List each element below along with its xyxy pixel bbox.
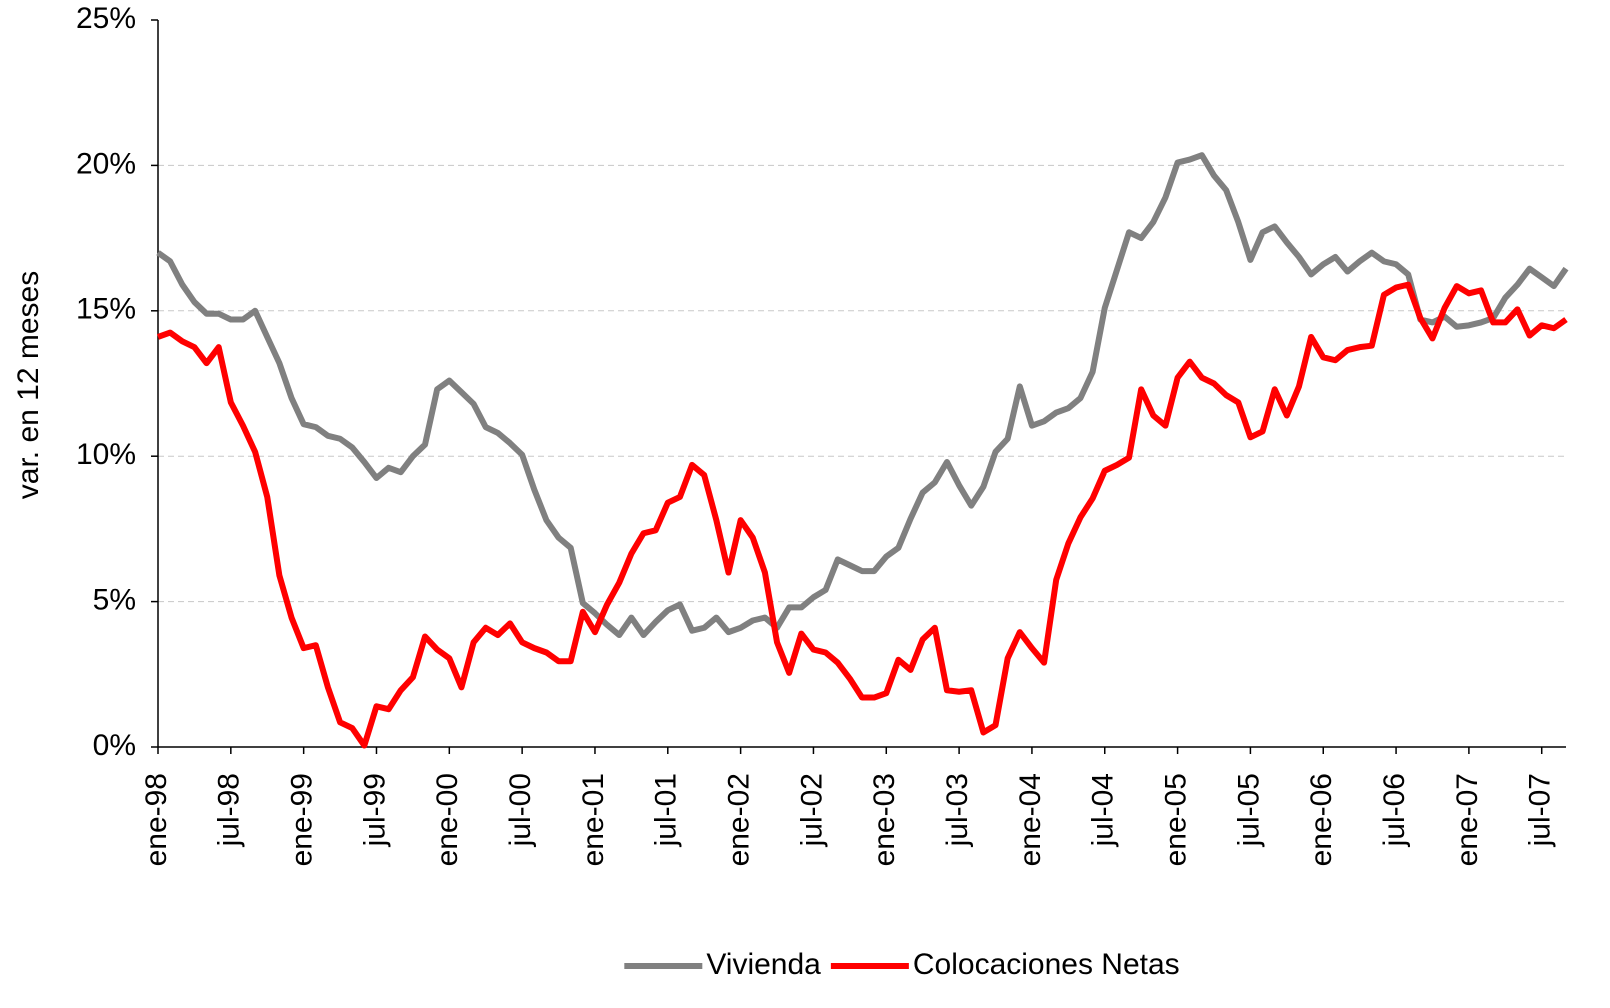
y-tick-label: 20% [76, 147, 136, 180]
x-tick-label: jul-07 [1524, 773, 1557, 847]
x-tick-label: jul-98 [213, 773, 246, 847]
series-line [156, 152, 1569, 639]
x-tick-label: jul-02 [795, 773, 828, 847]
y-tick-label: 25% [76, 2, 136, 35]
x-tick-label: ene-00 [431, 773, 464, 866]
x-tick-label: ene-07 [1451, 773, 1484, 866]
y-tick-label: 15% [76, 293, 136, 326]
x-tick-label: ene-03 [868, 773, 901, 866]
x-tick-label: ene-06 [1305, 773, 1338, 866]
x-tick-label: jul-06 [1378, 773, 1411, 847]
x-tick-label: ene-01 [577, 773, 610, 866]
x-tick-label: ene-98 [140, 773, 173, 866]
x-tick-label: ene-02 [723, 773, 756, 866]
x-tick-label: jul-03 [941, 773, 974, 847]
x-tick-label: ene-04 [1014, 773, 1047, 866]
y-tick-label: 10% [76, 438, 136, 471]
x-tick-label: ene-05 [1160, 773, 1193, 866]
legend-label: Colocaciones Netas [913, 948, 1180, 981]
x-tick-label: ene-99 [286, 773, 319, 866]
y-tick-label: 0% [93, 729, 136, 762]
y-axis-label: var. en 12 meses [12, 271, 45, 499]
legend: Vivienda Colocaciones Netas [624, 948, 1180, 981]
x-tick-label: jul-04 [1087, 773, 1120, 847]
legend-label: Vivienda [706, 948, 821, 981]
series-line [156, 281, 1568, 749]
y-tick-label: 5% [93, 584, 136, 617]
x-tick-label: jul-01 [650, 773, 683, 847]
x-tick-label: jul-00 [504, 773, 537, 847]
x-tick-label: jul-99 [358, 773, 391, 847]
x-tick-label: jul-05 [1232, 773, 1265, 847]
